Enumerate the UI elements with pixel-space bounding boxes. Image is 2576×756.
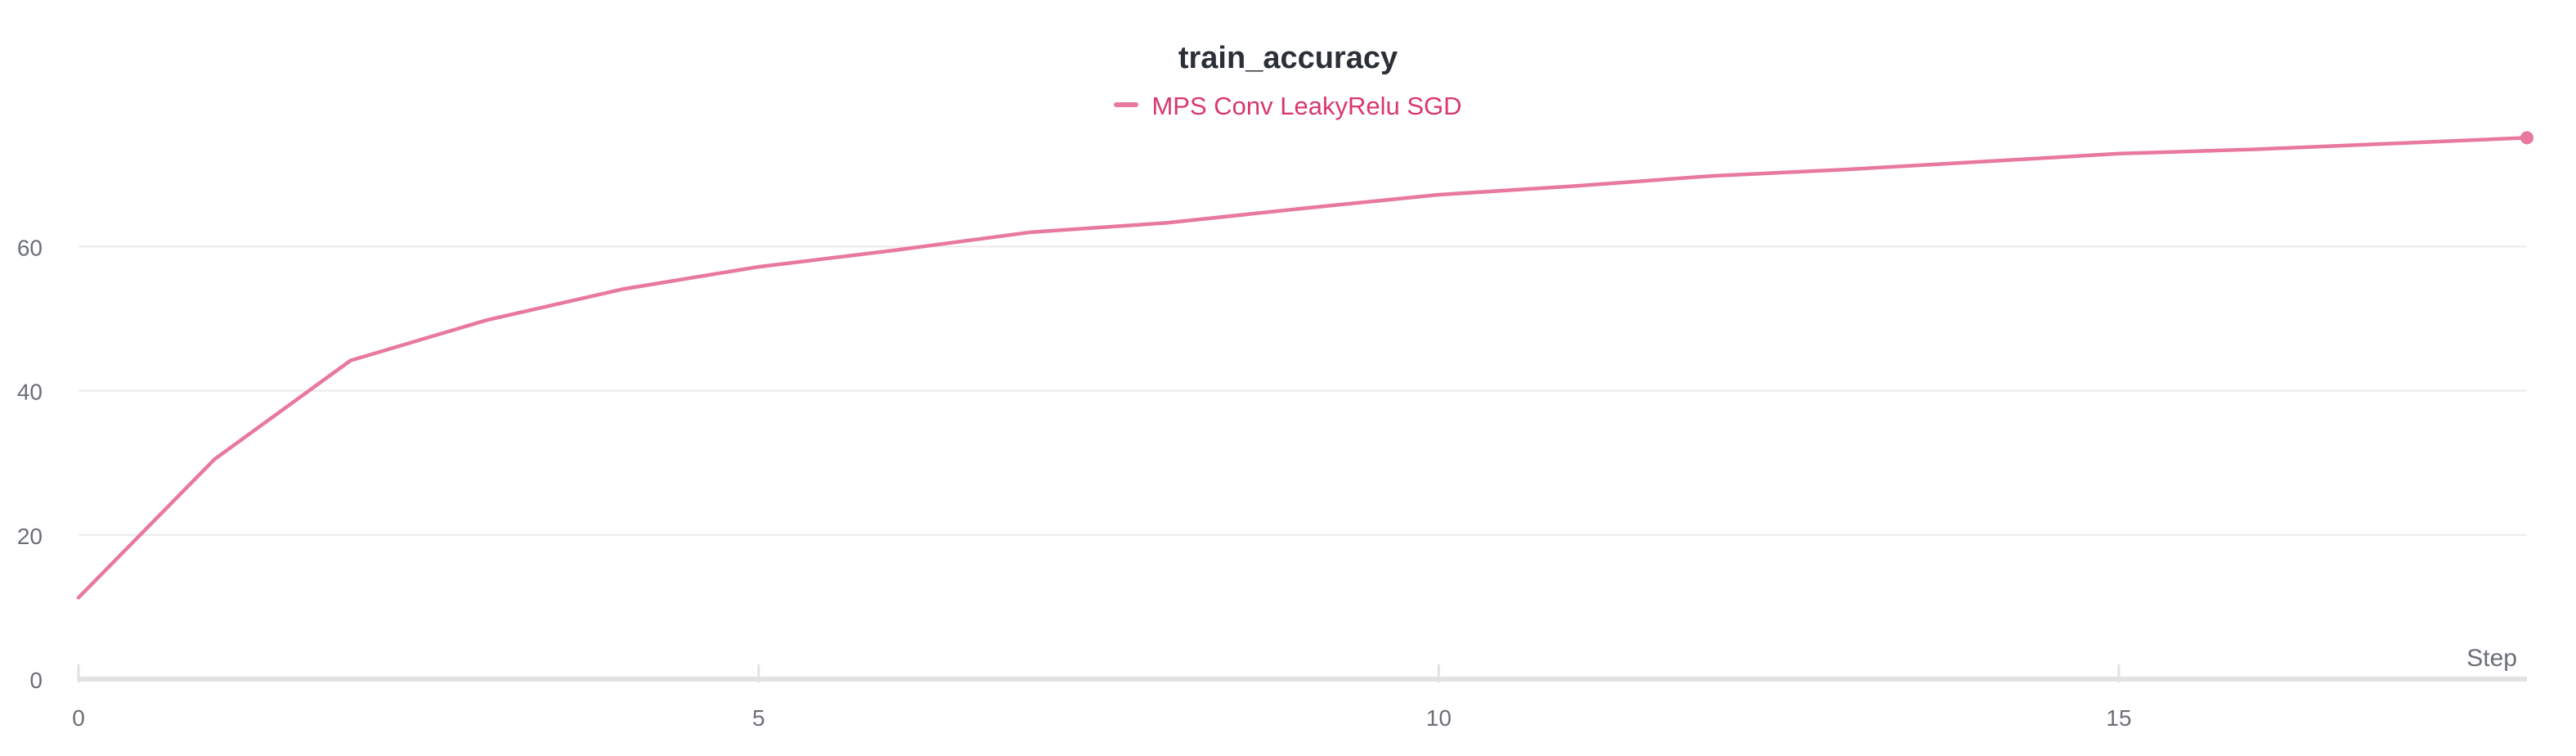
data-point[interactable] <box>1706 171 1716 181</box>
data-point[interactable] <box>2114 149 2124 159</box>
series-line-0[interactable] <box>76 136 2529 600</box>
y-tick-label: 40 <box>17 380 43 405</box>
data-point[interactable] <box>74 592 83 602</box>
legend[interactable]: MPS Conv LeakyRelu SGD <box>0 92 2576 121</box>
data-point[interactable] <box>1025 227 1035 237</box>
data-point[interactable] <box>346 356 356 366</box>
data-point[interactable] <box>1842 164 1851 174</box>
data-point[interactable] <box>209 454 219 464</box>
chart-title: train_accuracy <box>1178 41 1398 75</box>
y-tick-label: 20 <box>17 524 43 549</box>
legend-swatch <box>1114 101 1139 107</box>
y-tick-label: 60 <box>17 235 43 260</box>
x-tick-label: 10 <box>1426 705 1452 731</box>
data-point[interactable] <box>2386 138 2396 148</box>
series-last-point[interactable] <box>2520 131 2533 145</box>
x-tick-label: 5 <box>752 705 765 731</box>
x-tick-label: 15 <box>2106 705 2131 731</box>
y-tick-label: 0 <box>29 668 43 693</box>
data-point[interactable] <box>1570 181 1580 191</box>
legend-label-series-0: MPS Conv LeakyRelu SGD <box>1151 92 1462 120</box>
data-point[interactable] <box>1434 190 1443 200</box>
data-point[interactable] <box>617 284 627 294</box>
data-point[interactable] <box>890 245 900 255</box>
data-point[interactable] <box>482 315 491 325</box>
data-point[interactable] <box>754 262 764 272</box>
x-axis-label: Step <box>2466 645 2517 672</box>
x-tick-label: 0 <box>72 705 85 731</box>
data-point[interactable] <box>1298 204 1308 214</box>
data-point[interactable] <box>1978 156 1988 166</box>
data-point[interactable] <box>1162 218 1172 227</box>
data-point[interactable] <box>2250 145 2260 155</box>
